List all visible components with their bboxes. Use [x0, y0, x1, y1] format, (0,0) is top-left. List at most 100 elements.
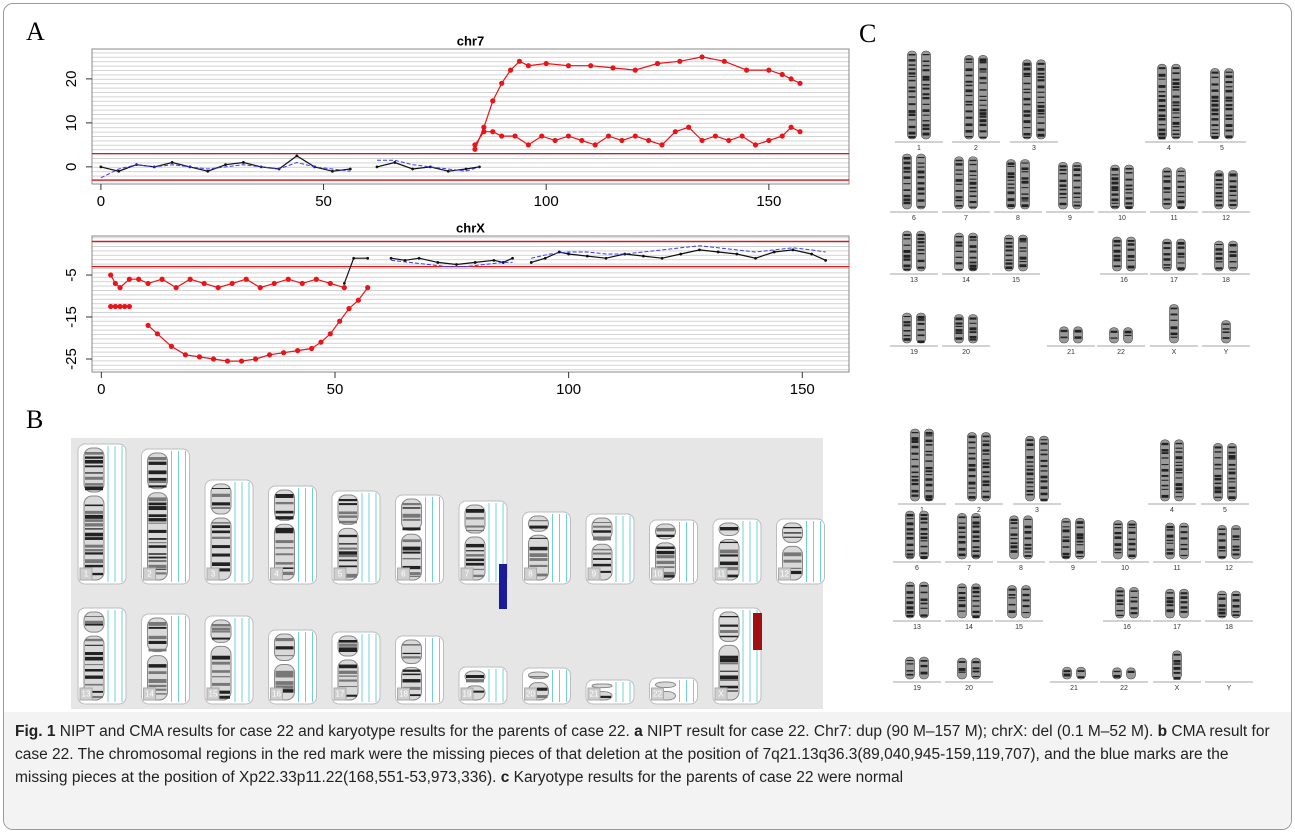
chromosome-band	[339, 515, 357, 517]
chromosome-band	[973, 587, 980, 590]
chromosome-band	[1115, 532, 1122, 534]
chromosome-band	[1219, 550, 1226, 551]
data-point	[342, 285, 347, 290]
chromosome-band	[1041, 439, 1048, 440]
chromosome-band	[921, 672, 928, 675]
chromosome-band	[339, 566, 357, 568]
chromosome-band	[926, 478, 933, 481]
chromosome-band	[1216, 244, 1223, 245]
data-point	[455, 263, 458, 266]
data-point	[677, 59, 682, 64]
chromosome-band	[1063, 546, 1070, 548]
chromosome-band	[1063, 521, 1070, 522]
chromosome-band	[149, 560, 167, 562]
chromosome-band	[966, 95, 973, 96]
chromosome-band	[1159, 115, 1166, 117]
chromosome-band	[403, 519, 421, 521]
chromosome-band	[276, 655, 294, 656]
chromosome	[979, 55, 988, 139]
chromosome-band	[1008, 180, 1015, 181]
chromosome-band	[966, 130, 973, 133]
chromosome-band	[956, 251, 963, 252]
chromosome-band	[959, 668, 966, 671]
ideogram: 14	[142, 614, 190, 704]
chromosome-band	[983, 453, 990, 454]
chromosome-band	[973, 596, 980, 598]
chromosome-band	[959, 532, 966, 533]
chromosome-band	[912, 472, 919, 474]
data-point	[108, 272, 113, 277]
chromosome-band	[276, 531, 294, 533]
chromosome-band	[85, 664, 103, 665]
chromosome-band	[403, 527, 421, 530]
data-point	[792, 248, 795, 251]
chromosome-band	[973, 550, 980, 552]
ideogram: 20	[523, 668, 571, 704]
chromosome-band	[149, 542, 167, 543]
y-tick-label: 0	[63, 163, 80, 171]
chromosome-band	[1011, 519, 1018, 521]
chromosome-pair: 8	[994, 160, 1042, 222]
chromosome-band	[956, 329, 963, 332]
chromosome-band	[1025, 555, 1032, 557]
chromosome-band	[956, 318, 963, 321]
chromosome-band	[959, 661, 966, 663]
data-point	[117, 170, 120, 173]
chromosome-band	[973, 555, 980, 558]
chromosome-band	[907, 611, 914, 614]
data-point	[113, 281, 118, 286]
chromosome-band	[720, 616, 738, 617]
chromosome-band	[969, 482, 976, 485]
chromosome-band	[904, 316, 911, 317]
chromosome-band	[1074, 202, 1081, 203]
chromosome-band	[1176, 477, 1183, 478]
chromosome-band	[1038, 63, 1045, 65]
chromosome-band	[926, 474, 933, 475]
chromosome-band	[1216, 179, 1223, 181]
chromosome-band	[983, 459, 990, 460]
chromosome-band	[980, 130, 987, 132]
chromosome-band	[926, 432, 933, 435]
chromosome-band	[339, 535, 357, 537]
ideogram-label: 16	[272, 690, 281, 699]
chromosome-band	[1167, 529, 1174, 530]
caption-text: NIPT result for case 22. Chr7: dup (90 M…	[643, 723, 1158, 740]
chromosome-band	[530, 565, 548, 567]
chromosome-band	[1167, 543, 1174, 544]
chromosome-band	[212, 662, 230, 665]
chromosome-band	[909, 132, 916, 135]
chromosome-band	[1219, 616, 1226, 617]
chromosome-band	[1038, 102, 1045, 103]
chromosome-band	[720, 562, 738, 566]
chromosome-band	[909, 114, 916, 116]
chromosome-band	[339, 503, 357, 505]
ideogram-label: 18	[399, 690, 408, 699]
chromosome-band	[1023, 594, 1030, 596]
data-point	[365, 285, 370, 290]
chromosome-band	[1027, 443, 1034, 446]
chromosome-band	[149, 622, 167, 626]
chromosome-band	[1219, 556, 1226, 558]
data-point	[169, 344, 174, 349]
chromosome-band	[907, 597, 914, 599]
chromosome-band	[1023, 605, 1030, 607]
chromosome-band	[212, 554, 230, 557]
data-point	[661, 257, 664, 260]
chromosome-band	[1181, 548, 1188, 550]
chromosome-band	[980, 105, 987, 106]
chromosome-band	[1164, 176, 1171, 178]
chromosome-band	[1060, 203, 1067, 205]
chromosome-band	[212, 638, 230, 640]
chromosome-band	[1223, 324, 1230, 325]
data-point	[780, 133, 785, 138]
chromosome-band	[904, 335, 911, 336]
chromosome-band	[1115, 524, 1122, 525]
chromosome-band	[1216, 196, 1223, 198]
data-point	[318, 340, 323, 345]
chromosome-band	[1006, 266, 1013, 269]
chromosome-band	[1063, 553, 1070, 556]
ideogram-label: 20	[526, 690, 535, 699]
chromosome-band	[956, 163, 963, 165]
data-point	[619, 138, 624, 143]
chromosome-band	[1230, 261, 1237, 262]
